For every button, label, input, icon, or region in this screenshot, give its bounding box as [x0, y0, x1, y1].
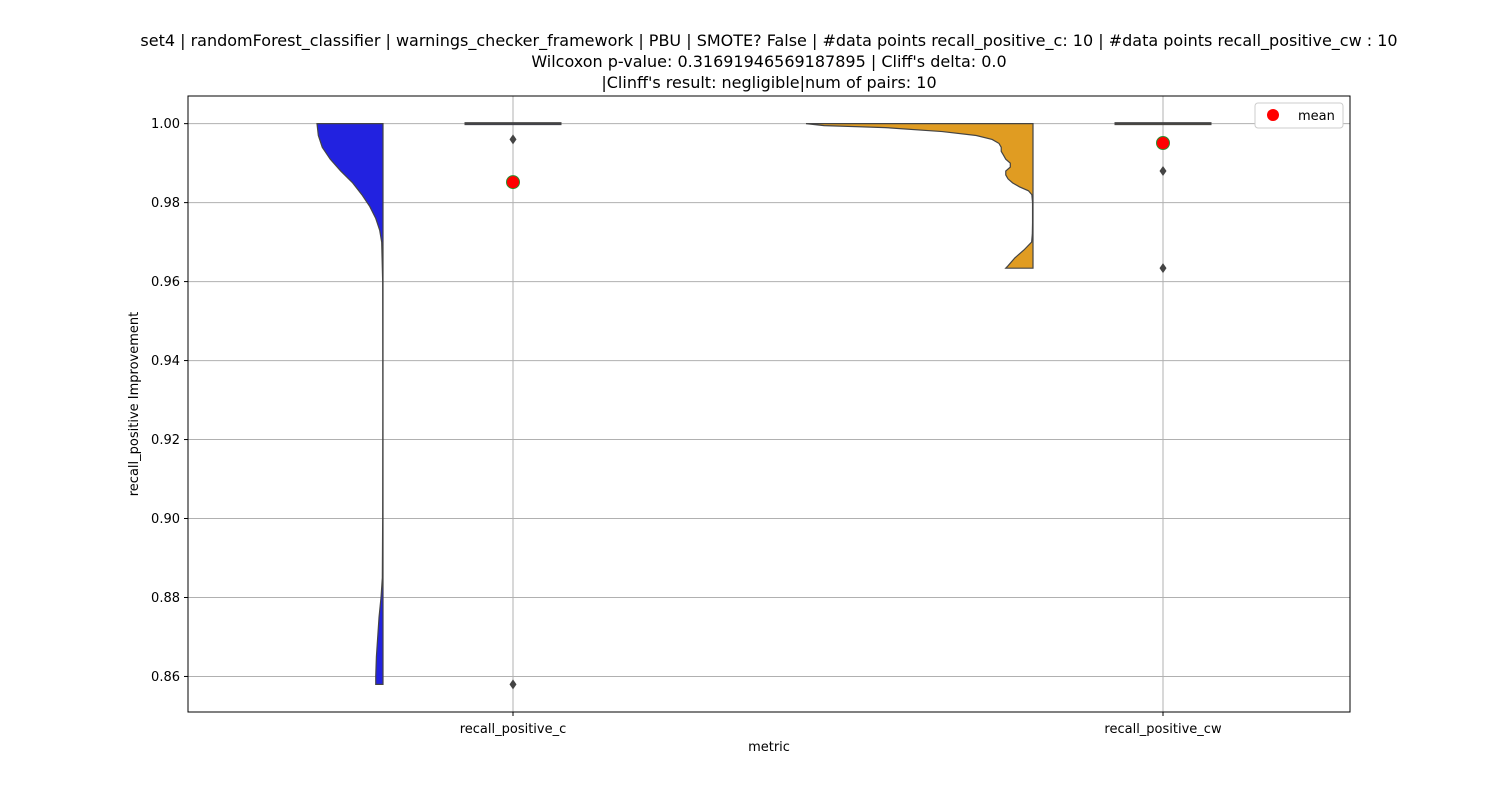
- y-axis-ticks: 0.86 0.88 0.90 0.92 0.94 0.96 0.98 1.00: [151, 117, 188, 685]
- outlier-point: [509, 679, 517, 690]
- plot-frame: [187, 95, 1351, 713]
- chart-title-line-2: Wilcoxon p-value: 0.31691946569187895 | …: [531, 52, 1006, 71]
- x-axis-label: metric: [748, 740, 790, 755]
- y-tick-label: 0.98: [151, 196, 180, 211]
- y-tick-label: 0.92: [151, 433, 180, 448]
- legend: mean: [1254, 102, 1344, 129]
- mean-markers: [506, 135, 1170, 190]
- y-axis-label: recall_positive Improvement: [127, 312, 142, 496]
- legend-frame: [1254, 102, 1344, 129]
- y-tick-label: 0.90: [151, 512, 180, 527]
- y-tick-label: 0.94: [151, 354, 180, 369]
- legend-mean-marker: [1267, 109, 1279, 121]
- box-plots: [464, 122, 1212, 690]
- x-axis-ticks: recall_positive_c recall_positive_cw: [460, 712, 1222, 737]
- chart-title-line-3: |Clinff's result: negligible|num of pair…: [601, 73, 936, 92]
- outlier-point: [509, 134, 517, 145]
- mean-marker-recall_positive_cw: [1156, 135, 1170, 150]
- legend-label: mean: [1298, 109, 1335, 124]
- chart-title-line-1: set4 | randomForest_classifier | warning…: [140, 31, 1397, 51]
- y-tick-label: 0.86: [151, 670, 180, 685]
- y-tick-label: 0.88: [151, 591, 180, 606]
- violins: [316, 123, 1034, 685]
- mean-marker-recall_positive_c: [506, 175, 520, 190]
- y-tick-label: 0.96: [151, 275, 180, 290]
- outlier-point: [1159, 166, 1167, 177]
- y-tick-label: 1.00: [151, 117, 180, 132]
- violin-recall_positive_c: [316, 123, 384, 685]
- outlier-point: [1159, 263, 1167, 274]
- violin-recall_positive_cw: [805, 123, 1034, 269]
- x-tick-label: recall_positive_c: [460, 722, 567, 737]
- x-tick-label: recall_positive_cw: [1104, 722, 1222, 737]
